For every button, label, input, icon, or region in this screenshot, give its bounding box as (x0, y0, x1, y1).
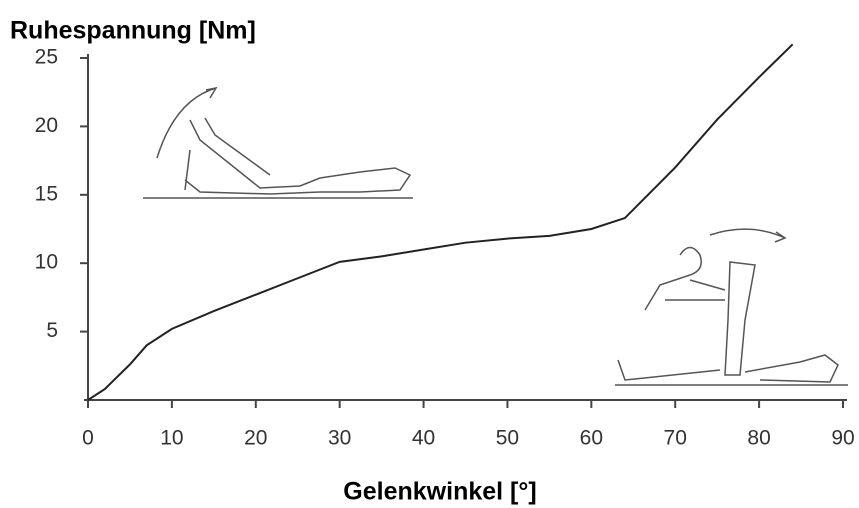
x-tick-label: 10 (160, 427, 183, 450)
y-tick-label: 10 (35, 251, 58, 274)
illustration-leg-raise (143, 88, 413, 198)
chart-title: Ruhespannung [Nm] (10, 17, 256, 45)
x-tick-label: 70 (664, 427, 687, 450)
x-tick-label: 40 (412, 427, 435, 450)
x-axis-label: Gelenkwinkel [°] (343, 478, 536, 506)
x-tick-label: 90 (831, 427, 854, 450)
x-tick-label: 60 (580, 427, 603, 450)
y-tick-label: 5 (46, 319, 58, 342)
y-tick-label: 20 (35, 114, 58, 137)
x-tick-label: 80 (747, 427, 770, 450)
page: Ruhespannung [Nm] Gelenkwinkel [°] 5 10 15… (0, 0, 859, 508)
x-tick-label: 30 (328, 427, 351, 450)
chart: Ruhespannung [Nm] Gelenkwinkel [°] 5 10 15… (0, 0, 859, 508)
x-tick-label: 0 (82, 427, 94, 450)
illustration-stretch (615, 229, 848, 385)
y-tick-label: 15 (35, 182, 58, 205)
x-tick-label: 50 (496, 427, 519, 450)
x-tick-label: 20 (244, 427, 267, 450)
data-line (88, 44, 793, 400)
y-tick-label: 25 (35, 46, 58, 69)
